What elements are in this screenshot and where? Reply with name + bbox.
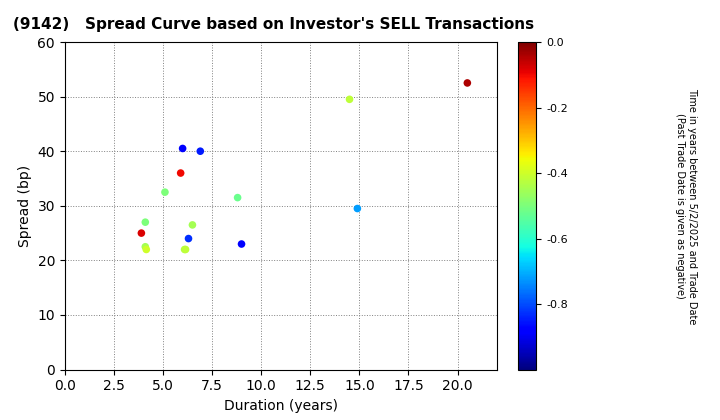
Point: [232, 194, 243, 201]
Point: [180, 246, 192, 253]
Point: [177, 145, 189, 152]
Point: [140, 219, 151, 226]
Y-axis label: Spread (bp): Spread (bp): [18, 165, 32, 247]
Point: [186, 222, 198, 228]
Point: [179, 246, 190, 253]
Point: [462, 80, 473, 87]
Point: [351, 205, 363, 212]
Text: (9142)   Spread Curve based on Investor's SELL Transactions: (9142) Spread Curve based on Investor's …: [13, 17, 534, 32]
Point: [135, 230, 147, 236]
Y-axis label: Time in years between 5/2/2025 and Trade Date
(Past Trade Date is given as negat: Time in years between 5/2/2025 and Trade…: [675, 88, 697, 324]
Point: [140, 243, 151, 250]
Point: [175, 170, 186, 176]
Point: [183, 235, 194, 242]
Point: [194, 148, 206, 155]
Point: [343, 96, 355, 103]
X-axis label: Duration (years): Duration (years): [224, 399, 338, 413]
Point: [159, 189, 171, 196]
Point: [235, 241, 247, 247]
Point: [140, 246, 152, 253]
